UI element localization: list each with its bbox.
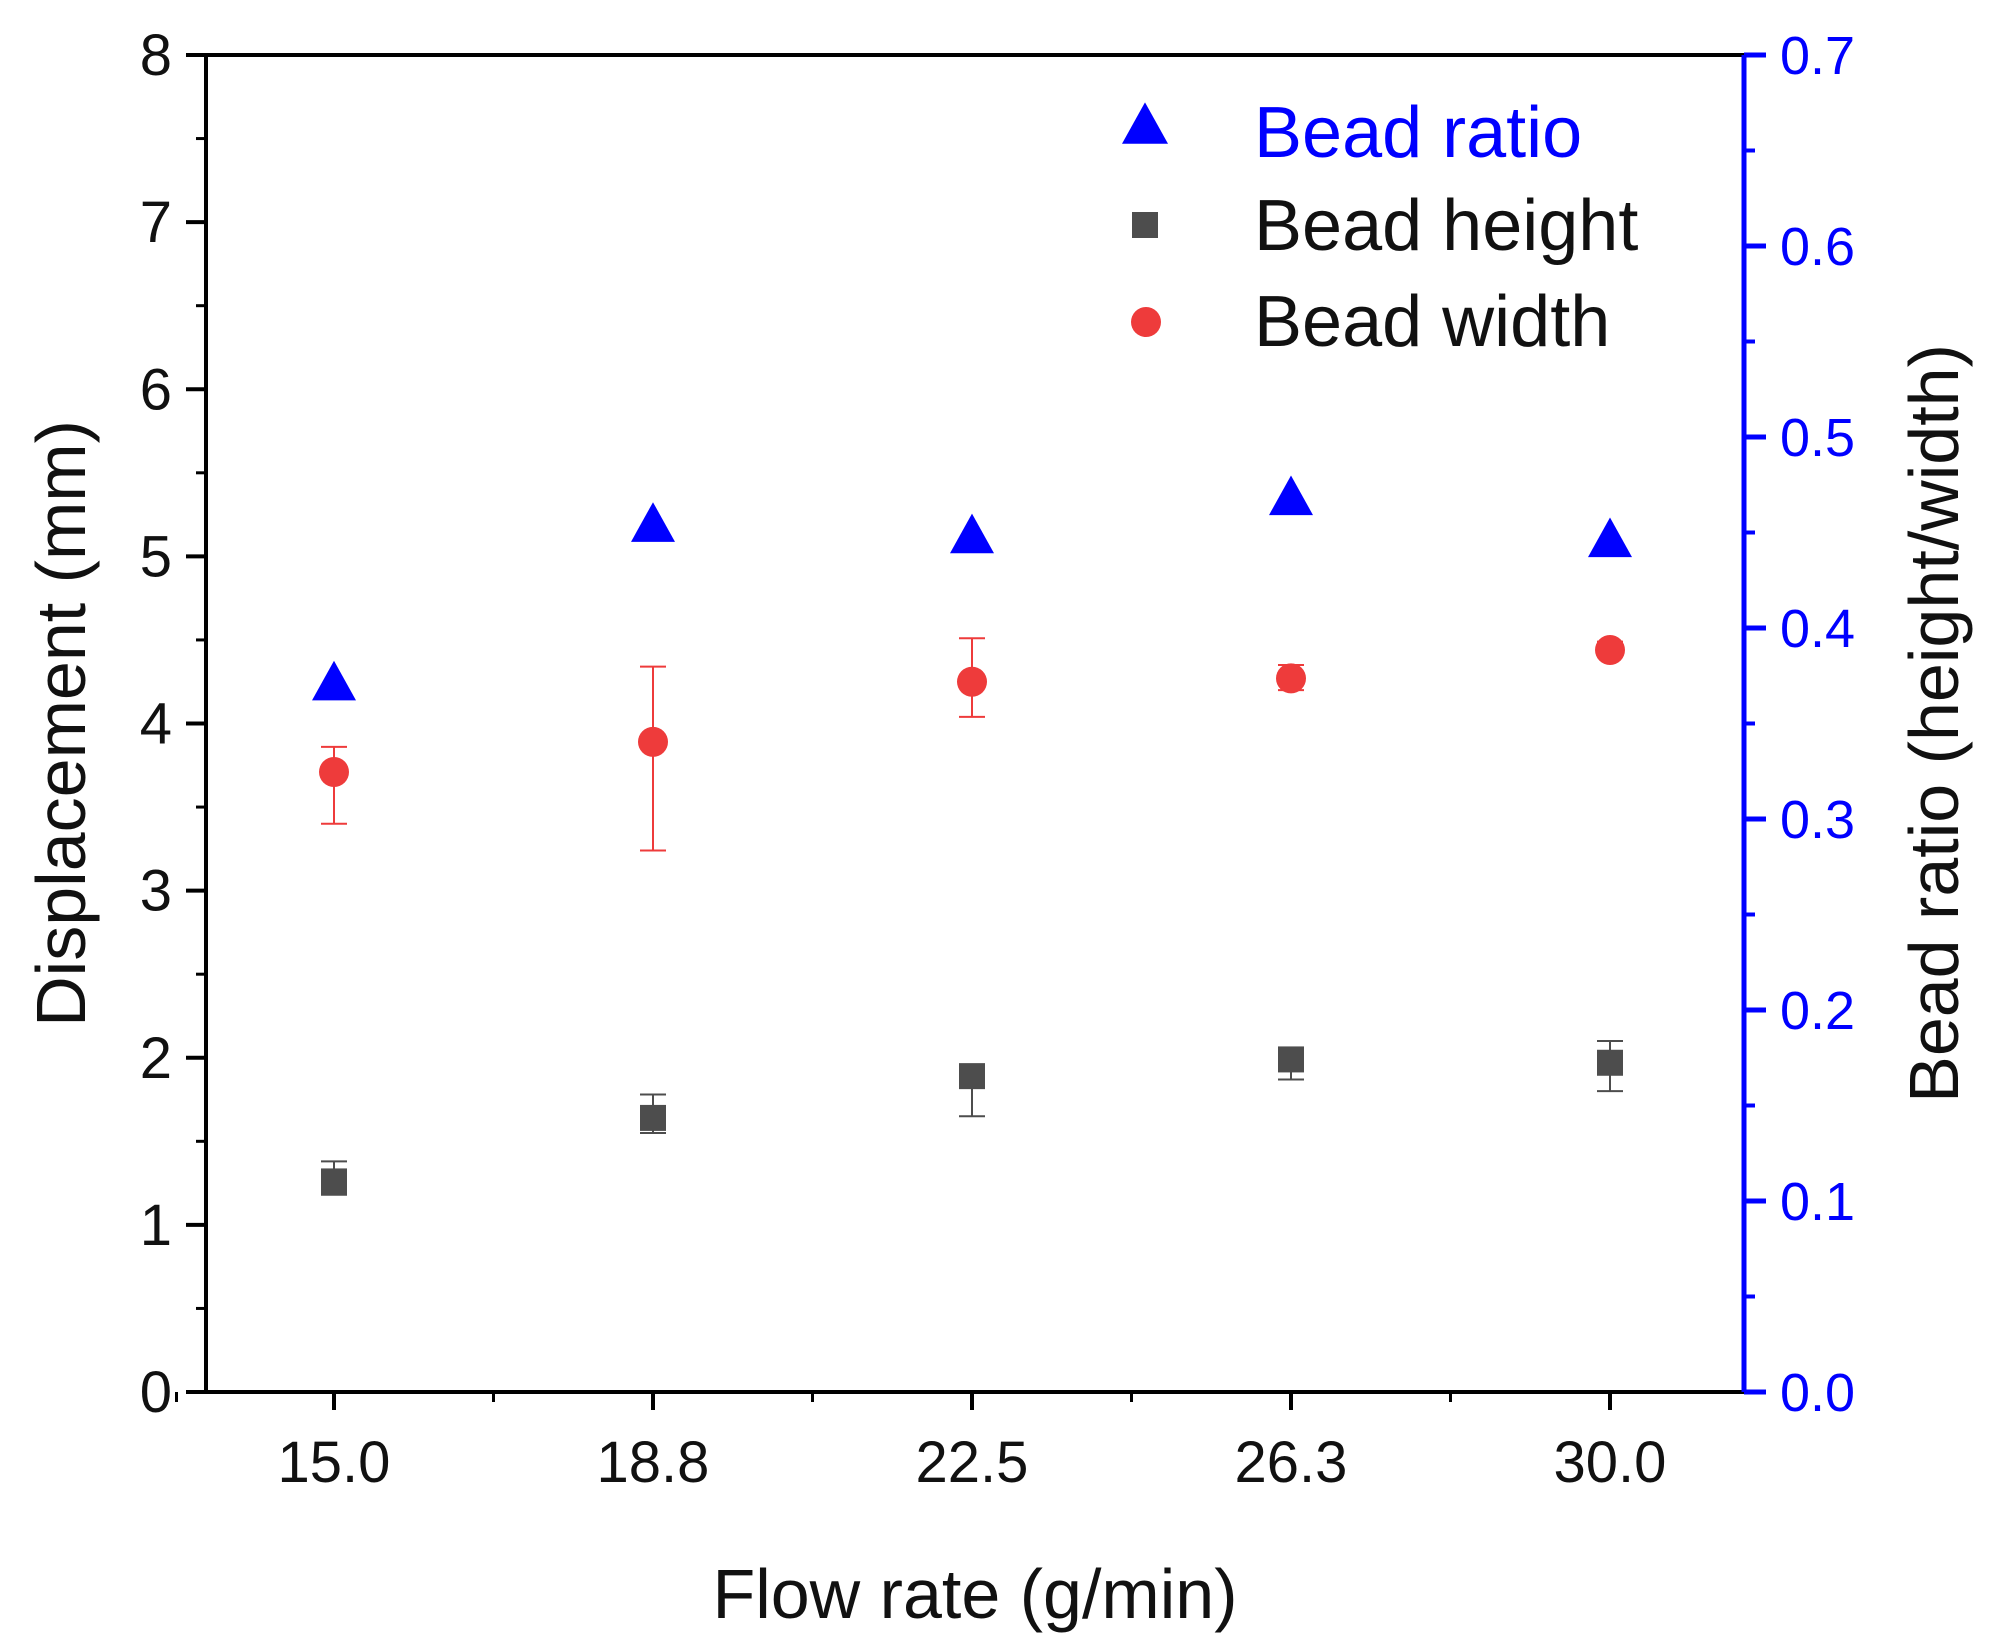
legend-label-bead-ratio: Bead ratio [1254,93,1582,173]
bead-ratio-point [312,660,356,701]
x-tick-label: 15.0 [278,1430,391,1495]
x-tick-label: 22.5 [916,1430,1029,1495]
y-tick-label: 5 [140,524,172,589]
bead-ratio-point [1269,475,1313,516]
y2-tick-label: 0.2 [1780,981,1855,1041]
y-tick-label: 7 [140,190,172,255]
bead-height-point [640,1104,666,1131]
y-axis-title: Displacement (mm) [22,420,100,1027]
y2-tick-label: 0.6 [1780,217,1855,277]
y-tick-label: 3 [140,859,172,924]
y-tick-label: 6 [140,357,172,422]
y2-tick-label: 0.0 [1780,1363,1855,1423]
y-tick-label: 8 [140,23,172,88]
y2-tick-label: 0.3 [1780,790,1855,850]
legend: Bead ratio Bead height Bead width [1122,93,1638,362]
x-axis-title: Flow rate (g/min) [712,1555,1237,1633]
y2-axis-ticks: 0.0 0.1 0.2 0.3 0.4 0.5 0.6 0.7 [1744,26,1855,1423]
bead-width-point [319,756,349,787]
bead-height-point [1597,1049,1623,1076]
error-bars [321,637,1623,1196]
y2-tick-label: 0.4 [1780,599,1855,659]
bead-ratio-point [631,502,675,542]
legend-square-marker [1132,212,1158,238]
y2-tick-label: 0.5 [1780,408,1855,468]
y-tick-label: 1 [140,1193,172,1258]
bead-width-point [1276,663,1306,694]
legend-label-bead-height: Bead height [1254,186,1638,266]
bead-height-point [321,1168,347,1195]
bead-width-point [1595,634,1625,665]
x-tick-label: 30.0 [1554,1430,1667,1495]
x-tick-label: 18.8 [597,1430,710,1495]
x-axis-ticks: 15.0 18.8 22.5 26.3 30.0 [175,1392,1667,1495]
bead-height-point [959,1063,985,1090]
legend-triangle-marker [1122,102,1168,144]
y-tick-label: 4 [140,692,172,757]
legend-label-bead-width: Bead width [1254,282,1610,362]
y2-tick-label: 0.7 [1780,26,1855,86]
legend-circle-marker [1131,307,1161,337]
y2-axis-title: Bead ratio (height/width) [1895,344,1973,1103]
bead-ratio-point [1588,517,1632,558]
data-points [312,475,1632,1195]
bead-height-point [1278,1046,1304,1073]
y-tick-label: 0 [140,1360,172,1425]
bead-width-point [638,726,668,757]
bead-ratio-point [950,513,994,554]
y-axis-ticks: 0 1 2 3 4 5 6 7 8 [140,23,206,1425]
x-tick-label: 26.3 [1235,1430,1348,1495]
bead-width-point [957,666,987,697]
y2-tick-label: 0.1 [1780,1172,1855,1232]
y-tick-label: 2 [140,1026,172,1091]
